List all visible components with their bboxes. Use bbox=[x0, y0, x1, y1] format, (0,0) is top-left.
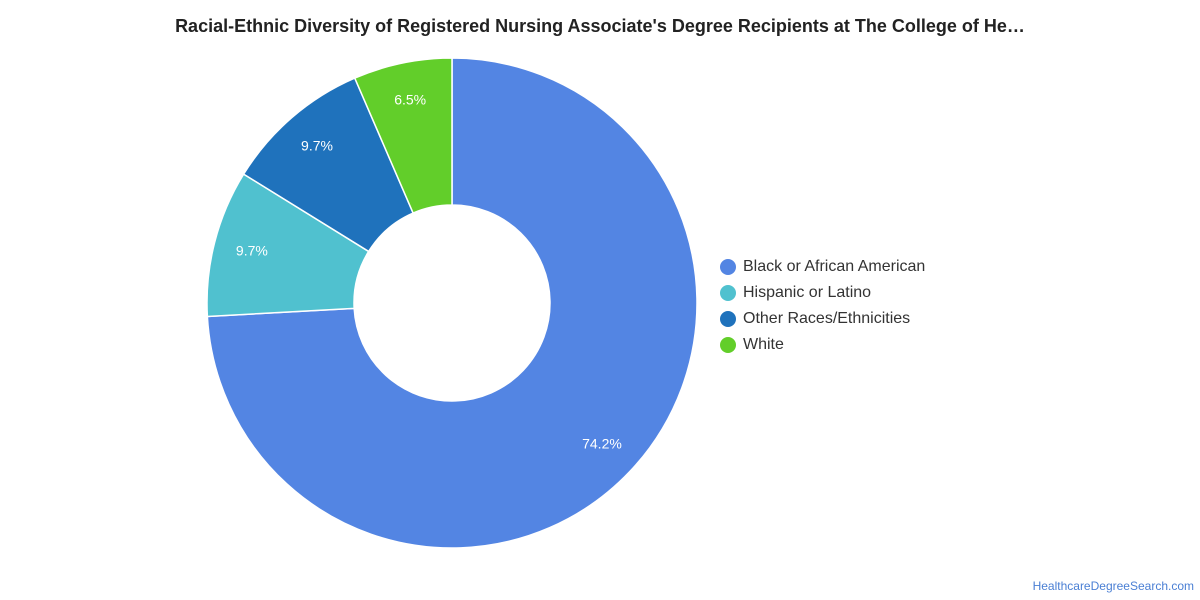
legend-swatch bbox=[720, 337, 736, 353]
slice-label: 74.2% bbox=[582, 436, 622, 452]
slice-label: 9.7% bbox=[301, 137, 333, 153]
legend-item[interactable]: Black or African American bbox=[720, 254, 925, 280]
slice-labels-group: 74.2% 9.7% 9.7% 6.5% bbox=[236, 91, 622, 451]
legend-item[interactable]: Hispanic or Latino bbox=[720, 280, 925, 306]
source-link[interactable]: HealthcareDegreeSearch.com bbox=[1032, 579, 1194, 593]
legend-swatch bbox=[720, 259, 736, 275]
legend-label: White bbox=[743, 336, 784, 353]
slices-group bbox=[206, 57, 698, 549]
slice-black-or-african-american[interactable] bbox=[206, 57, 698, 549]
legend-item[interactable]: Other Races/Ethnicities bbox=[720, 306, 925, 332]
legend-swatch bbox=[720, 311, 736, 327]
legend-label: Black or African American bbox=[743, 258, 926, 275]
chart-legend: Black or African American Hispanic or Lat… bbox=[720, 254, 925, 358]
legend-swatch bbox=[720, 285, 736, 301]
slice-label: 6.5% bbox=[394, 91, 426, 107]
legend-label: Other Races/Ethnicities bbox=[743, 310, 911, 327]
legend-item[interactable]: White bbox=[720, 332, 925, 358]
legend-label: Hispanic or Latino bbox=[743, 284, 872, 301]
slice-label: 9.7% bbox=[236, 243, 268, 259]
chart-title: Racial-Ethnic Diversity of Registered Nu… bbox=[175, 16, 1025, 36]
slice-white[interactable] bbox=[353, 57, 453, 215]
